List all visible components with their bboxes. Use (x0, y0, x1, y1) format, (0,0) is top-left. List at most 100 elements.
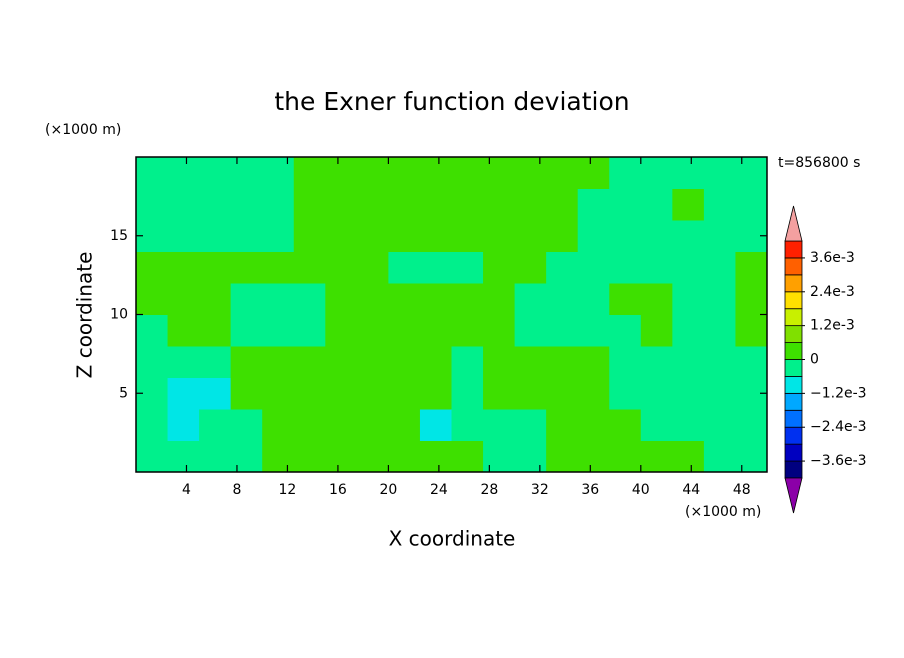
field-cell (514, 346, 547, 378)
field-cell (167, 157, 200, 189)
colorbar-tick-label: 2.4e-3 (810, 284, 855, 300)
field-cell (325, 188, 358, 221)
field-cell (609, 283, 642, 315)
field-cell (609, 220, 642, 252)
field-cell (136, 409, 169, 441)
field-cell (451, 220, 484, 252)
field-cell (293, 188, 326, 221)
x-tick-label: 32 (531, 482, 549, 498)
field-cell (577, 346, 610, 378)
field-cell (199, 346, 232, 378)
field-cell (735, 346, 768, 378)
field-cell (293, 314, 326, 347)
colorbar-box (784, 308, 803, 327)
field-cell (609, 409, 642, 441)
colorbar-box (784, 291, 803, 310)
field-cell (703, 188, 736, 221)
field-cell (514, 377, 547, 410)
field-cell (262, 346, 295, 378)
field-cell (262, 409, 295, 441)
field-cell (609, 251, 642, 284)
field-cell (483, 251, 516, 284)
colorbar-tick-label: −1.2e-3 (810, 385, 867, 401)
field-cell (167, 377, 200, 410)
field-cell (703, 346, 736, 378)
colorbar-extend-low (784, 477, 803, 514)
field-cell (483, 440, 516, 473)
field-cell (356, 251, 389, 284)
field-cell (419, 440, 452, 473)
field-cell (356, 314, 389, 347)
colorbar-box (784, 443, 803, 462)
field-cell (262, 251, 295, 284)
field-cell (546, 409, 579, 441)
field-cell (419, 157, 452, 189)
field-cell (262, 283, 295, 315)
field-cell (388, 377, 421, 410)
field-cell (735, 157, 768, 189)
field-cell (419, 346, 452, 378)
field-cell (672, 157, 705, 189)
x-tick-label: 12 (279, 482, 297, 498)
field-cell (199, 251, 232, 284)
field-cell (325, 157, 358, 189)
field-cell (419, 188, 452, 221)
field-cell (609, 157, 642, 189)
field-cell (325, 409, 358, 441)
x-tick-label: 48 (733, 482, 751, 498)
field-cell (293, 157, 326, 189)
field-cell (546, 188, 579, 221)
field-cell (325, 377, 358, 410)
field-cell (735, 314, 768, 347)
field-cell (167, 220, 200, 252)
field-cell (451, 314, 484, 347)
field-cell (293, 346, 326, 378)
field-cell (293, 283, 326, 315)
field-cell (199, 188, 232, 221)
x-tick-label: 44 (682, 482, 700, 498)
field-cell (199, 314, 232, 347)
field-cell (136, 251, 169, 284)
field-cell (514, 251, 547, 284)
field-cell (167, 283, 200, 315)
field-cell (451, 283, 484, 315)
colorbar-tick-label: 1.2e-3 (810, 318, 855, 334)
field-cell (640, 251, 673, 284)
field-cell (388, 314, 421, 347)
field-cell (703, 440, 736, 473)
chart-title: the Exner function deviation (274, 87, 629, 116)
field-cell (735, 188, 768, 221)
field-cell (577, 283, 610, 315)
x-tick-label: 24 (430, 482, 448, 498)
field-cell (230, 377, 263, 410)
field-cell (703, 283, 736, 315)
field-cell (640, 346, 673, 378)
x-tick-label: 36 (581, 482, 599, 498)
field-cell (419, 314, 452, 347)
y-unit: (×1000 m) (45, 122, 121, 138)
field-cell (514, 220, 547, 252)
colorbar-box (784, 274, 803, 293)
x-tick-label: 28 (480, 482, 498, 498)
field-cell (230, 409, 263, 441)
field-cell (483, 157, 516, 189)
field-cell (735, 251, 768, 284)
field-cell (577, 188, 610, 221)
colorbar-box (784, 359, 803, 377)
field-cell (262, 440, 295, 473)
colorbar-box (784, 240, 803, 259)
field-cell (293, 220, 326, 252)
field-cell (451, 157, 484, 189)
field-cell (451, 188, 484, 221)
field-cell (199, 283, 232, 315)
field-cell (514, 157, 547, 189)
field-cell (483, 346, 516, 378)
field-cell (325, 283, 358, 315)
field-cell (199, 220, 232, 252)
field-cell (419, 220, 452, 252)
colorbar-box (784, 460, 803, 479)
field-cell (640, 409, 673, 441)
field-cell (199, 409, 232, 441)
field-cell (230, 251, 263, 284)
field-cell (325, 440, 358, 473)
